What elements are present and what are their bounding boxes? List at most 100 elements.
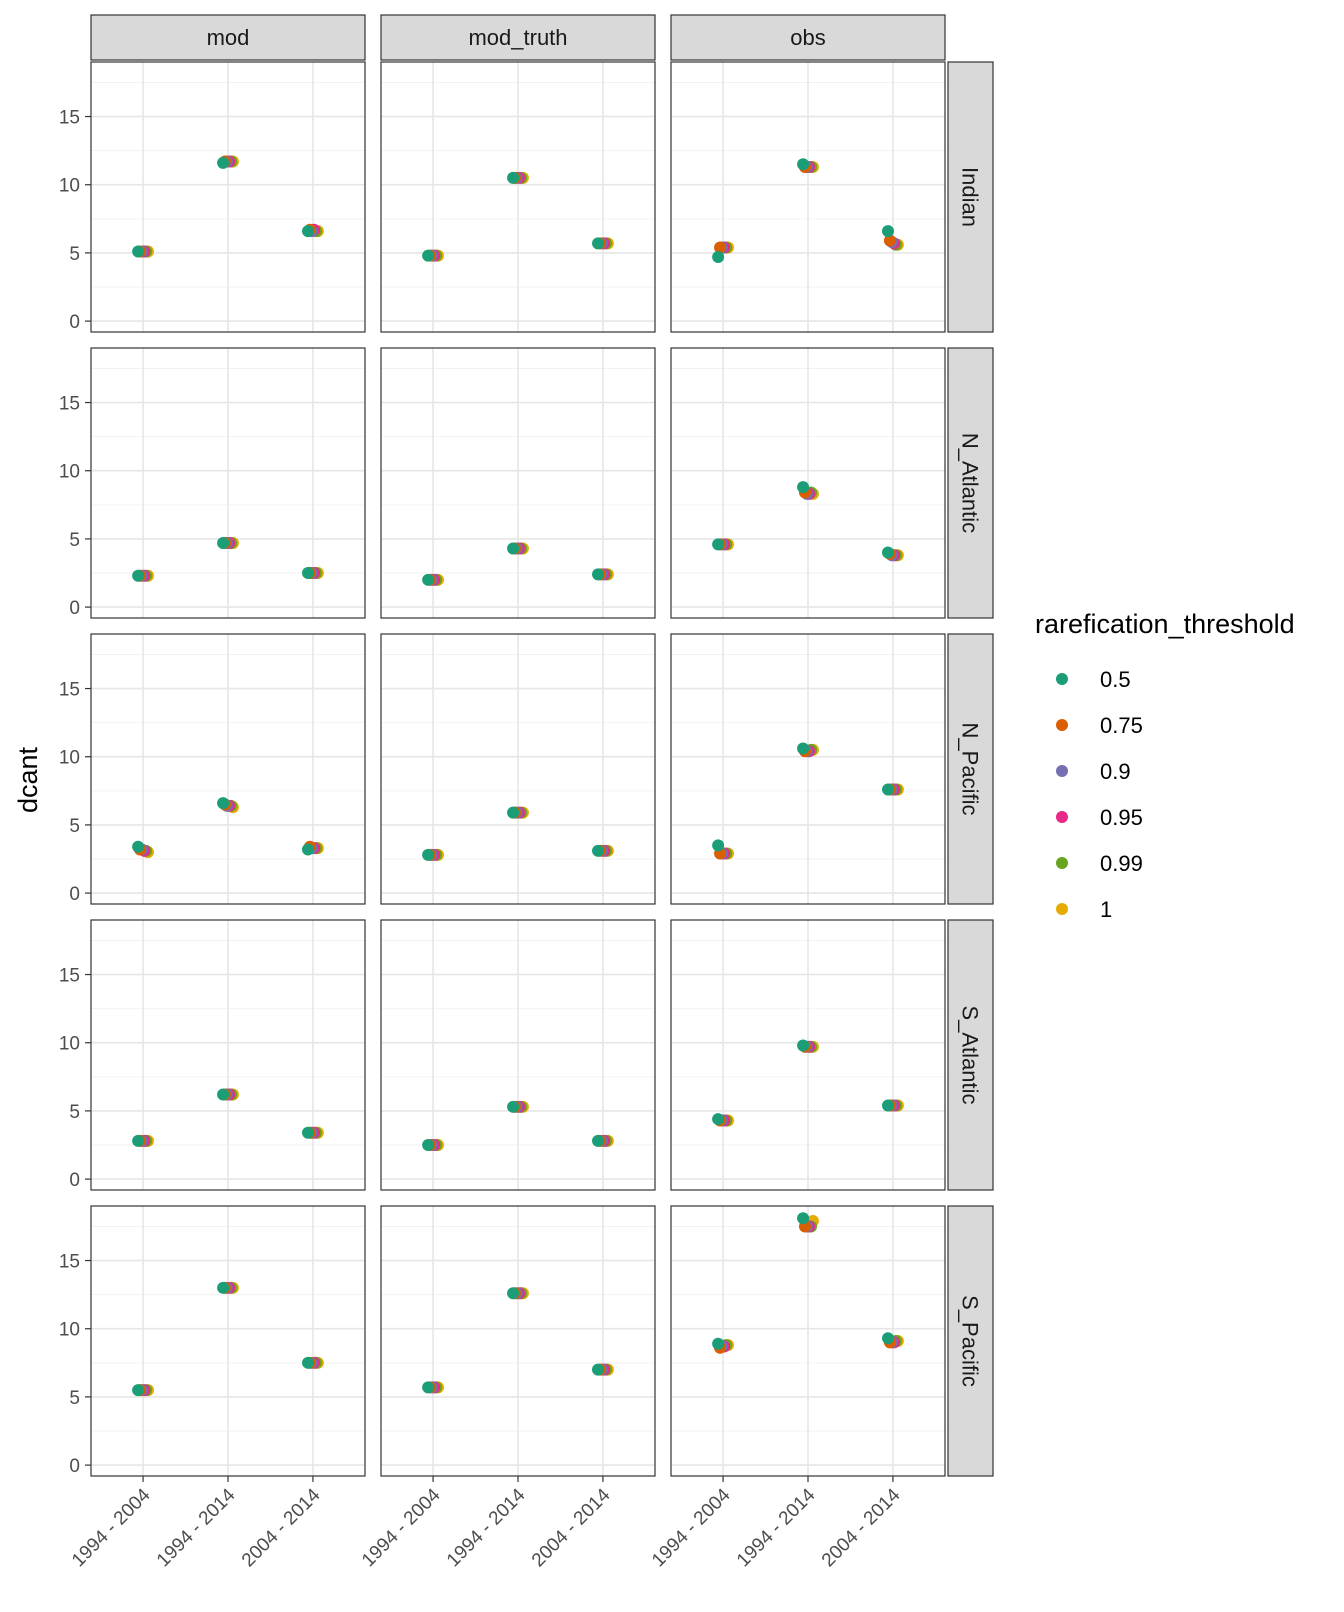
point-mod_truth-Indian-1994-2004-0.5 [422, 249, 435, 262]
y-tick-label: 5 [69, 1102, 80, 1123]
legend-key-0.99 [1056, 857, 1068, 869]
legend: rarefication_threshold 0.5 0.75 0.9 0.95 0.9… [1035, 609, 1295, 922]
y-tick-label: 0 [69, 598, 80, 619]
facet-strip-obs [670, 14, 946, 61]
facet-panels: mod mod_truth obs Indian N_Atlantic N_Pacific… [59, 14, 994, 1571]
point-obs-Indian-2004-2014-0.75 [883, 234, 896, 247]
point-mod-S_Pacific-1994-2004-0.5 [132, 1384, 145, 1397]
facet-strip-N_Pacific [947, 633, 994, 905]
legend-label-0.95: 0.95 [1100, 805, 1143, 830]
point-obs-N_Pacific-1994-2014-0.5 [797, 742, 810, 755]
panel-border [380, 919, 656, 1191]
point-mod-N_Atlantic-1994-2004-0.5 [132, 569, 145, 582]
panel-mod-N_Pacific: 0 5 10 15 [59, 633, 366, 905]
y-tick-label: 15 [59, 108, 80, 129]
point-mod-Indian-1994-2014-0.5 [217, 156, 230, 169]
point-mod-N_Pacific-1994-2004-0.5 [132, 840, 145, 853]
y-tick-label: 5 [69, 244, 80, 265]
facet-strip-label-mod: mod [207, 25, 250, 50]
legend-label-0.99: 0.99 [1100, 851, 1143, 876]
panel-border [380, 633, 656, 905]
point-obs-Indian-1994-2004-0.5 [712, 251, 725, 263]
facet-strip-label-S_Atlantic: S_Atlantic [958, 1005, 983, 1104]
point-mod_truth-S_Pacific-1994-2004-0.5 [422, 1381, 435, 1394]
x-tick-label: 1994 - 2014 [153, 1484, 240, 1571]
y-tick-label: 10 [59, 748, 80, 769]
point-obs-S_Atlantic-1994-2004-0.5 [712, 1113, 725, 1126]
facet-strip-label-N_Pacific: N_Pacific [958, 723, 983, 816]
point-obs-N_Atlantic-1994-2004-0.5 [712, 538, 725, 551]
point-mod-S_Atlantic-1994-2014-0.5 [217, 1088, 230, 1101]
y-tick-label: 10 [59, 462, 80, 483]
point-mod_truth-S_Atlantic-1994-2004-0.5 [422, 1139, 435, 1151]
panel-border [380, 347, 656, 619]
panel-border [670, 633, 946, 905]
facet-strip-label-Indian: Indian [958, 167, 983, 227]
point-mod-S_Pacific-1994-2014-0.5 [217, 1281, 230, 1294]
legend-label-0.5: 0.5 [1100, 667, 1131, 692]
y-tick-label: 10 [59, 1034, 80, 1055]
point-mod_truth-S_Atlantic-2004-2014-0.5 [592, 1134, 605, 1147]
point-obs-N_Pacific-2004-2014-0.5 [882, 783, 895, 796]
point-obs-Indian-1994-2014-0.5 [797, 158, 810, 171]
point-mod_truth-S_Pacific-2004-2014-0.5 [592, 1363, 605, 1376]
point-obs-S_Pacific-2004-2014-0.5 [882, 1332, 895, 1345]
legend-label-0.9: 0.9 [1100, 759, 1131, 784]
panel-border [670, 919, 946, 1191]
x-tick-label: 1994 - 2004 [68, 1484, 155, 1571]
y-tick-label: 0 [69, 884, 80, 905]
point-mod-Indian-1994-2004-0.5 [132, 245, 145, 258]
point-mod_truth-N_Atlantic-2004-2014-0.5 [592, 568, 605, 581]
y-tick-label: 5 [69, 816, 80, 837]
panel-mod-Indian: 0 5 10 15 [59, 61, 366, 333]
point-obs-N_Pacific-1994-2004-0.5 [712, 839, 725, 852]
point-obs-S_Pacific-1994-2004-0.5 [712, 1337, 725, 1350]
point-mod_truth-Indian-1994-2014-0.5 [507, 171, 520, 184]
legend-key-0.5 [1056, 673, 1068, 685]
x-tick-label: 1994 - 2004 [648, 1484, 735, 1571]
facet-strip-label-obs: obs [790, 25, 825, 50]
facet-strip-mod_truth [380, 14, 656, 61]
panel-border [90, 61, 366, 333]
panel-border [90, 919, 366, 1191]
y-tick-label: 15 [59, 680, 80, 701]
x-tick-label: 1994 - 2014 [443, 1484, 530, 1571]
point-obs-S_Atlantic-1994-2014-0.5 [797, 1039, 810, 1052]
y-tick-label: 0 [69, 1170, 80, 1191]
point-obs-S_Atlantic-2004-2014-0.5 [882, 1099, 895, 1112]
panel-border [90, 347, 366, 619]
panel-mod_truth-Indian [380, 61, 656, 333]
y-tick-label: 5 [69, 1388, 80, 1409]
point-obs-N_Atlantic-1994-2014-0.5 [797, 481, 810, 494]
point-mod_truth-N_Pacific-1994-2014-0.5 [507, 806, 520, 819]
point-obs-S_Pacific-1994-2014-0.5 [797, 1212, 810, 1225]
y-tick-label: 15 [59, 1252, 80, 1273]
legend-key-0.75 [1056, 719, 1068, 731]
y-axis-title: dcant [13, 746, 43, 813]
legend-label-0.75: 0.75 [1100, 713, 1143, 738]
facet-strip-S_Atlantic [947, 919, 994, 1191]
panel-mod_truth-N_Pacific [380, 633, 656, 905]
point-mod_truth-N_Pacific-1994-2004-0.5 [422, 848, 435, 861]
y-tick-label: 15 [59, 394, 80, 415]
y-tick-label: 10 [59, 176, 80, 197]
point-mod-S_Atlantic-2004-2014-0.5 [302, 1126, 315, 1139]
legend-key-0.95 [1056, 811, 1068, 823]
point-mod_truth-S_Atlantic-1994-2014-0.5 [507, 1100, 520, 1113]
y-tick-label: 15 [59, 966, 80, 987]
facet-strip-label-S_Pacific: S_Pacific [958, 1295, 983, 1387]
panel-obs-Indian [670, 61, 946, 333]
panel-mod_truth-N_Atlantic [380, 347, 656, 619]
point-mod-N_Pacific-2004-2014-0.5 [302, 843, 315, 856]
facet-strip-mod [90, 14, 366, 61]
point-obs-Indian-2004-2014-0.5 [882, 225, 895, 238]
panel-obs-N_Pacific [670, 633, 946, 905]
facet-strip-label-N_Atlantic: N_Atlantic [958, 433, 983, 533]
point-obs-Indian-1994-2004-0.75 [714, 241, 727, 254]
facet-strip-Indian [947, 61, 994, 333]
y-tick-label: 5 [69, 530, 80, 551]
facet-strip-N_Atlantic [947, 347, 994, 619]
